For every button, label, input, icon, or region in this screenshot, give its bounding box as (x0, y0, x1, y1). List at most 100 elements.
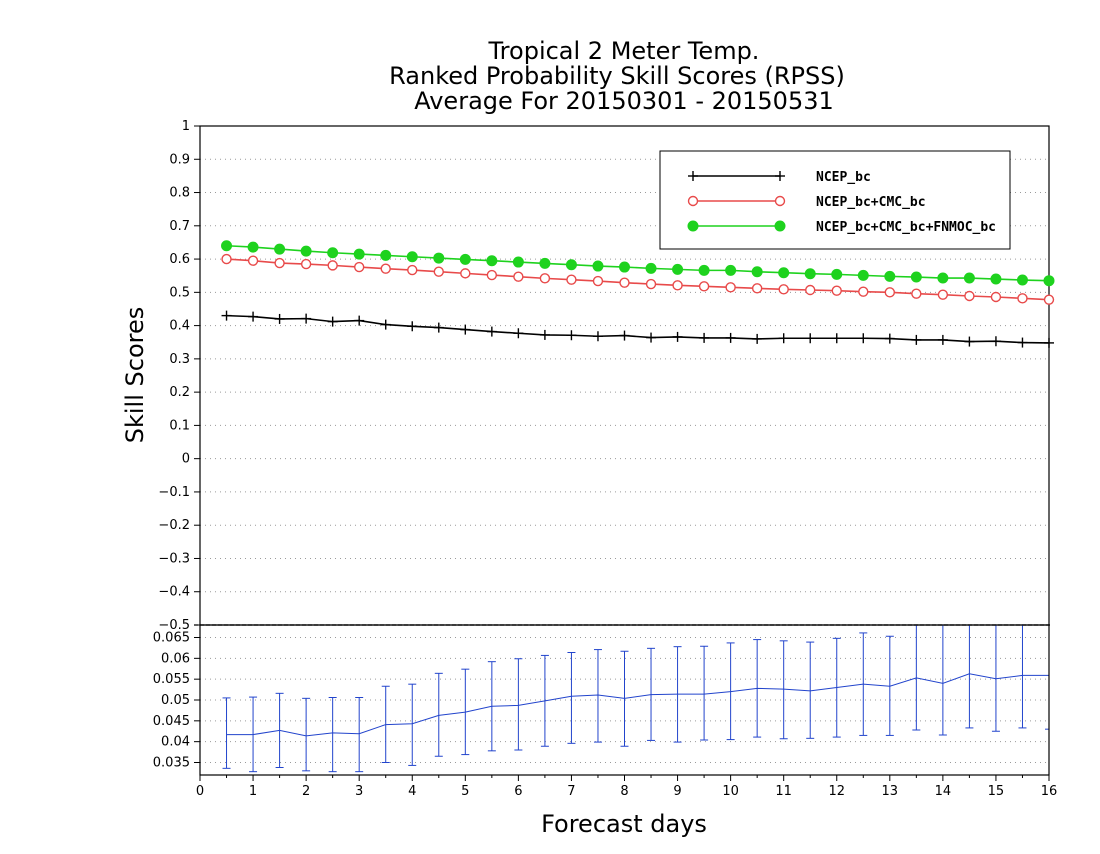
x-tick-label: 13 (882, 784, 899, 799)
data-point-plus (805, 333, 816, 344)
error-bar (700, 645, 709, 741)
y-tick-label: 0.045 (153, 714, 190, 729)
x-tick-label: 6 (514, 784, 522, 799)
data-point-open-circle (1017, 293, 1028, 304)
data-point-open-circle (778, 284, 789, 295)
data-point-filled-circle (725, 264, 737, 276)
data-point-filled-circle (486, 255, 498, 267)
data-point-open-circle (380, 263, 391, 274)
error-bar (965, 625, 974, 729)
data-point-plus (486, 326, 497, 337)
data-point-plus (937, 334, 948, 345)
error-bar (275, 692, 284, 768)
data-point-open-circle (1043, 294, 1055, 305)
main-plot-y-ticks: −0.5 −0.4 −0.3 −0.2 −0.1 0 0.1 0.2 0.3 0.4 0.5 0.6 0… (158, 119, 200, 633)
lower-series-line (226, 673, 1049, 737)
lower-plot-panel: 0.035 0.04 0.045 0.05 0.055 0.06 0.065 (153, 624, 1050, 776)
series-line (226, 244, 1050, 282)
data-point-open-circle (592, 275, 604, 287)
legend-box (659, 150, 1011, 250)
y-tick-label: −0.4 (158, 585, 190, 600)
data-point-open-circle (433, 266, 444, 277)
y-tick-label: 1 (182, 119, 190, 134)
data-point-plus (752, 333, 763, 344)
data-point-plus (619, 330, 630, 341)
chart-title-line-2: Ranked Probability Skill Scores (RPSS) (389, 62, 845, 90)
data-point-filled-circle (539, 257, 551, 269)
error-bar (408, 683, 417, 766)
data-point-open-circle (327, 260, 338, 271)
data-point-open-circle (221, 253, 232, 265)
y-tick-label: 0.4 (169, 319, 190, 334)
error-bar (487, 661, 496, 752)
y-tick-label: −0.3 (158, 551, 190, 566)
data-point-open-circle (805, 284, 816, 296)
data-point-open-circle (513, 271, 524, 282)
error-bar (461, 668, 470, 756)
data-point-open-circle (884, 287, 896, 298)
x-tick-label: 11 (775, 784, 792, 799)
x-tick-label: 10 (722, 784, 739, 799)
data-point-plus (884, 333, 895, 344)
x-tick-label: 9 (673, 784, 681, 799)
data-point-filled-circle (592, 260, 604, 272)
error-bar (249, 696, 258, 773)
data-point-plus (699, 332, 710, 343)
data-point-filled-circle (274, 243, 286, 255)
y-tick-label: −0.2 (158, 518, 190, 533)
data-point-plus (433, 322, 444, 333)
legend: NCEP_bc NCEP_bc+CMC_bc NCEP_bc+CMC_bc+FNMO… (659, 150, 1011, 250)
error-bar (859, 632, 868, 736)
data-point-plus (301, 313, 312, 324)
data-point-open-circle (300, 258, 312, 270)
y-tick-label: 0.055 (153, 672, 190, 687)
x-tick-label: 7 (567, 784, 575, 799)
data-point-open-circle (911, 288, 922, 299)
error-bar (753, 639, 762, 738)
y-tick-label: 0.8 (169, 186, 190, 201)
data-point-filled-circle (937, 272, 949, 284)
data-point-plus (831, 333, 842, 344)
error-bar (832, 637, 841, 738)
error-bar (779, 640, 788, 740)
y-tick-label: 0 (182, 452, 190, 467)
data-point-filled-circle (512, 256, 524, 268)
data-point-open-circle (672, 280, 683, 291)
data-point-filled-circle (804, 268, 816, 280)
data-point-open-circle (486, 269, 498, 281)
data-point-plus (460, 324, 471, 335)
error-bar (540, 654, 549, 747)
data-point-open-circle (460, 268, 471, 279)
series-ncep-bc-cmc-bc (221, 253, 1055, 305)
data-point-plus (592, 331, 603, 342)
error-bar (434, 672, 443, 757)
data-point-open-circle (566, 274, 577, 285)
data-point-plus (672, 331, 683, 342)
y-tick-label: 0.7 (169, 219, 190, 234)
x-tick-label: 12 (828, 784, 845, 799)
data-point-filled-circle (910, 271, 922, 283)
data-point-filled-circle (698, 264, 710, 276)
x-axis-label: Forecast days (541, 810, 707, 838)
error-bar (912, 625, 921, 731)
legend-label: NCEP_bc+CMC_bc+FNMOC_bc (816, 220, 996, 235)
x-tick-label: 0 (196, 784, 204, 799)
data-point-filled-circle (1043, 275, 1055, 287)
y-tick-label: 0.035 (153, 756, 190, 771)
error-bar (620, 650, 629, 747)
data-point-plus (380, 319, 391, 330)
data-point-plus (274, 313, 285, 324)
y-tick-label: 0.1 (169, 418, 190, 433)
data-point-filled-circle (990, 273, 1002, 285)
data-point-open-circle (247, 255, 259, 266)
data-point-filled-circle (857, 269, 869, 281)
data-point-open-circle (539, 273, 551, 284)
lower-plot-y-ticks: 0.035 0.04 0.045 0.05 0.055 0.06 0.065 (153, 631, 200, 771)
data-point-filled-circle (327, 247, 339, 259)
data-point-plus (248, 311, 259, 322)
data-point-open-circle (858, 286, 869, 297)
y-tick-label: −0.1 (158, 485, 190, 500)
error-bar (355, 697, 364, 773)
error-bar (381, 685, 390, 763)
